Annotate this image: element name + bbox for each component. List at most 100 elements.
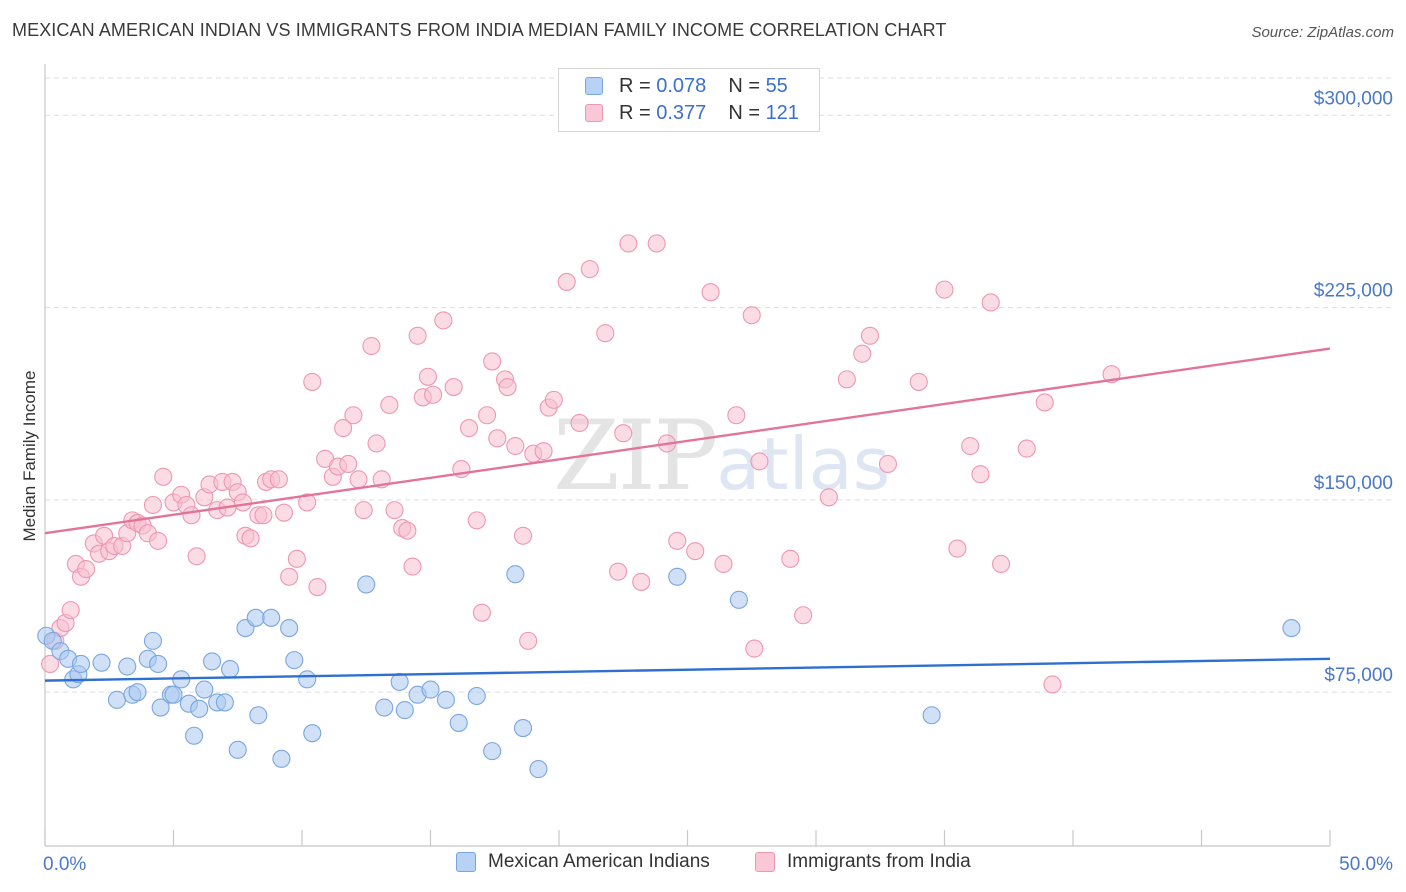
data-point-immigrants-from-india [878, 454, 898, 474]
data-point-immigrants-from-india [991, 554, 1011, 574]
data-point-immigrants-from-india [385, 501, 404, 520]
data-point-immigrants-from-india [1017, 439, 1036, 458]
data-point-immigrants-from-india [408, 326, 427, 345]
data-point-immigrants-from-india [488, 429, 507, 448]
data-point-immigrants-from-india [794, 606, 813, 625]
data-point-immigrants-from-india [459, 419, 479, 438]
legend-r-value: 0.078 [656, 74, 707, 97]
data-point-immigrants-from-india [860, 326, 880, 345]
data-point-mexican-american-indians [390, 672, 409, 691]
data-point-mexican-american-indians [128, 683, 147, 702]
legend-n-value: 55 [765, 74, 788, 97]
data-point-mexican-american-indians [190, 699, 209, 718]
data-point-immigrants-from-india [241, 529, 260, 548]
data-point-immigrants-from-india [819, 488, 838, 507]
data-point-mexican-american-indians [151, 698, 170, 717]
axes [44, 64, 1331, 847]
data-point-mexican-american-indians [421, 680, 440, 699]
legend-r-value: 0.377 [656, 101, 707, 124]
data-point-immigrants-from-india [1043, 675, 1062, 694]
correlation-legend: R = 0.078 N = 55 R = 0.377 N = 121 [558, 68, 820, 132]
data-point-immigrants-from-india [77, 560, 96, 579]
data-point-immigrants-from-india [398, 521, 417, 540]
data-point-immigrants-from-india [444, 378, 463, 397]
watermark-atlas: atlas [716, 422, 891, 506]
data-point-immigrants-from-india [472, 603, 491, 622]
data-point-immigrants-from-india [362, 336, 381, 356]
data-point-immigrants-from-india [303, 372, 322, 391]
data-point-mexican-american-indians [506, 565, 525, 584]
data-point-immigrants-from-india [506, 436, 525, 456]
y-tick-label: $75,000 [1324, 665, 1393, 686]
legend-swatch-pink [755, 852, 775, 872]
data-point-mexican-american-indians [357, 575, 376, 594]
data-point-immigrants-from-india [187, 547, 206, 566]
data-point-immigrants-from-india [354, 501, 373, 520]
legend-row-pink: R = 0.377 N = 121 [585, 100, 799, 126]
data-point-immigrants-from-india [534, 442, 553, 461]
y-tick-label: $225,000 [1314, 281, 1393, 302]
data-point-mexican-american-indians [729, 590, 748, 609]
data-point-immigrants-from-india [837, 370, 856, 389]
data-point-mexican-american-indians [285, 651, 304, 670]
legend-n-label: N = [728, 74, 760, 97]
chart-source: Source: ZipAtlas.com [1251, 24, 1394, 41]
data-point-immigrants-from-india [519, 631, 538, 650]
data-point-mexican-american-indians [298, 670, 317, 689]
data-point-immigrants-from-india [339, 454, 358, 474]
legend-swatch-blue [456, 852, 476, 872]
data-point-immigrants-from-india [418, 367, 437, 386]
data-point-mexican-american-indians [92, 653, 111, 672]
legend-label-series2: Immigrants from India [787, 851, 971, 872]
legend-swatch-pink [585, 104, 603, 122]
data-point-immigrants-from-india [745, 639, 764, 658]
y-tick-label: $300,000 [1314, 88, 1393, 109]
data-point-immigrants-from-india [557, 272, 576, 291]
data-point-mexican-american-indians [449, 713, 468, 732]
data-point-mexican-american-indians [1282, 619, 1301, 638]
trend-line-immigrants-from-india [44, 347, 1331, 535]
data-point-immigrants-from-india [961, 436, 980, 456]
x-tick-label: 0.0% [43, 854, 86, 875]
data-point-immigrants-from-india [274, 503, 294, 522]
legend-r-label: R = [619, 74, 651, 97]
data-point-immigrants-from-india [619, 234, 638, 253]
data-point-immigrants-from-india [714, 554, 733, 574]
data-point-immigrants-from-india [750, 452, 769, 471]
data-point-immigrants-from-india [544, 390, 563, 409]
data-point-immigrants-from-india [513, 526, 533, 545]
tick-labels: $75,000 $150,000 $225,000 $300,000 0.0% 50.0% [43, 88, 1393, 875]
data-point-immigrants-from-india [41, 654, 60, 674]
data-point-mexican-american-indians [107, 690, 127, 709]
legend-item-immigrants-from-india: Immigrants from India [755, 851, 971, 873]
series-mexican-american-indians [37, 565, 1301, 779]
legend-n-value: 121 [765, 101, 799, 124]
data-point-mexican-american-indians [143, 631, 162, 650]
legend-row-blue: R = 0.078 N = 55 [585, 73, 788, 99]
data-point-immigrants-from-india [403, 557, 422, 576]
data-point-immigrants-from-india [154, 467, 173, 486]
data-point-immigrants-from-india [344, 406, 363, 425]
data-point-immigrants-from-india [701, 283, 720, 302]
data-point-mexican-american-indians [280, 619, 299, 638]
data-point-mexican-american-indians [436, 690, 455, 709]
data-point-immigrants-from-india [182, 506, 201, 525]
legend-r-label: R = [619, 101, 651, 124]
data-point-immigrants-from-india [280, 567, 299, 586]
data-point-immigrants-from-india [334, 419, 353, 438]
chart-title: MEXICAN AMERICAN INDIAN VS IMMIGRANTS FR… [12, 20, 947, 40]
data-point-mexican-american-indians [513, 719, 533, 738]
data-point-mexican-american-indians [195, 680, 214, 699]
data-point-immigrants-from-india [269, 470, 288, 489]
data-point-immigrants-from-india [580, 260, 599, 279]
data-point-immigrants-from-india [367, 434, 386, 453]
data-point-immigrants-from-india [434, 311, 453, 330]
data-point-immigrants-from-india [483, 352, 502, 371]
x-tick-label: 50.0% [1339, 854, 1393, 875]
data-point-mexican-american-indians [118, 657, 137, 676]
data-point-immigrants-from-india [668, 531, 687, 550]
data-point-mexican-american-indians [483, 742, 502, 761]
data-point-immigrants-from-india [727, 406, 746, 425]
data-point-immigrants-from-india [1035, 393, 1054, 412]
